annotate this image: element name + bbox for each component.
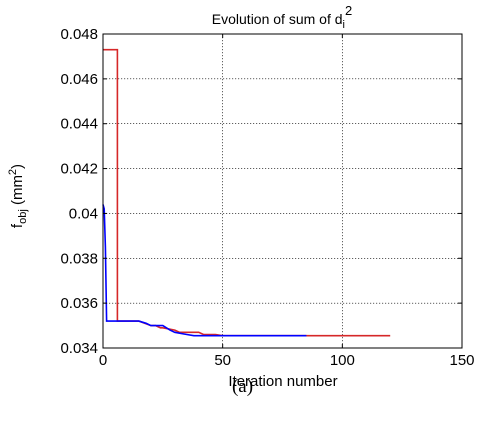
y-axis-label: fobj (mm2) (7, 164, 29, 228)
series-layer (102, 48, 391, 337)
y-tick-label: 0.046 (60, 71, 98, 88)
y-axis-ticks: 0.034 0.036 0.038 0.04 0.042 0.044 0.046 0.048 (60, 26, 462, 357)
x-tick-label: 0 (99, 352, 107, 369)
y-tick-label: 0.036 (60, 295, 98, 312)
y-tick-label: 0.042 (60, 161, 98, 178)
plot-frame (102, 33, 463, 349)
y-tick-label: 0.034 (60, 340, 98, 357)
grid-lines (102, 33, 463, 349)
series-line-1 (103, 48, 391, 337)
x-tick-label: 100 (330, 352, 355, 369)
figure-caption: (a) (231, 376, 254, 397)
y-tick-label: 0.044 (60, 116, 98, 133)
y-tick-label: 0.038 (60, 250, 98, 267)
x-axis-label: Iteration number (228, 373, 337, 390)
series-line-2 (102, 204, 307, 337)
x-tick-label: 150 (449, 352, 474, 369)
x-tick-label: 50 (214, 352, 231, 369)
y-tick-label: 0.04 (69, 205, 98, 222)
y-tick-label: 0.048 (60, 26, 98, 43)
x-axis-ticks: 0 50 100 150 (99, 34, 475, 369)
chart-title: Evolution of sum of di2 (212, 3, 352, 31)
